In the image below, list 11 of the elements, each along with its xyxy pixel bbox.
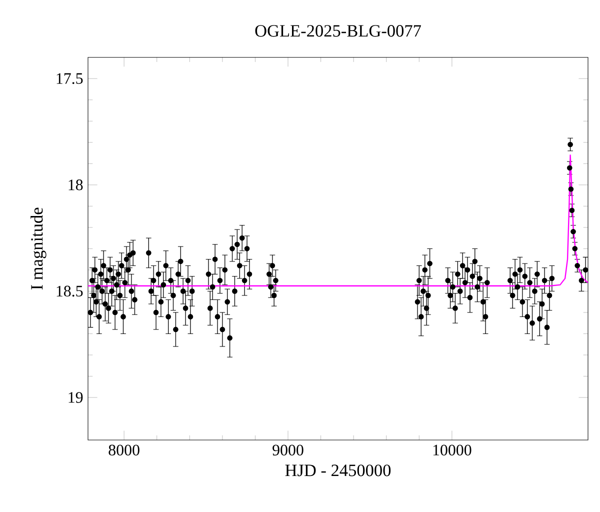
x-tick-label: 8000 [108,444,140,456]
y-tick-label: 19 [68,392,83,403]
y-tick-label: 17.5 [56,73,83,84]
y-axis-title: I magnitude [30,208,46,290]
line-series [88,154,588,286]
y-tick-label: 18 [68,180,83,190]
x-axis-title: HJD - 2450000 [285,464,391,476]
x-tick-label: 9000 [272,444,304,456]
x-tick-label: 10000 [433,444,472,456]
y-tick-label: 18.5 [56,286,83,297]
chart-title: OGLE-2025-BLG-0077 [255,25,421,37]
